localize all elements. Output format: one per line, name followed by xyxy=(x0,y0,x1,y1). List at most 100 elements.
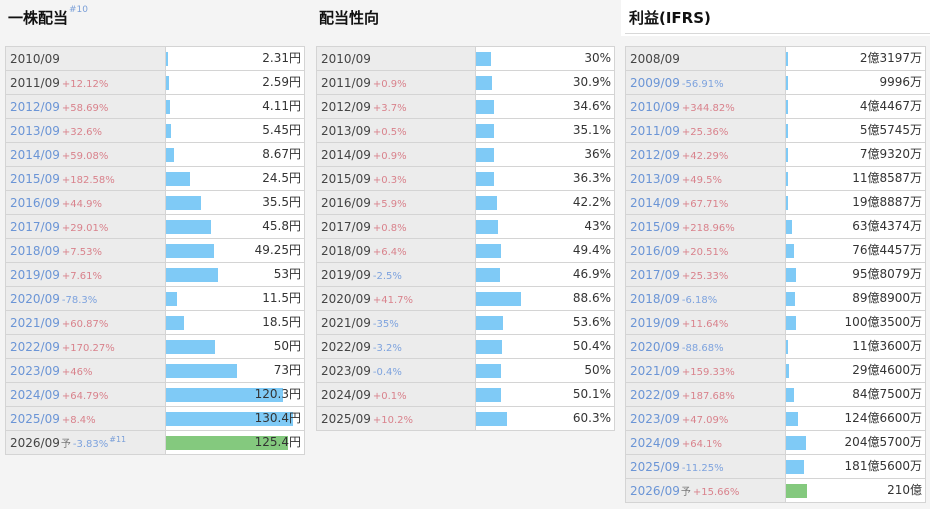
fiscal-year-label[interactable]: 2018/09 xyxy=(10,243,60,258)
fiscal-year-label[interactable]: 2021/09 xyxy=(630,363,680,378)
fiscal-year-label[interactable]: 2025/09 xyxy=(630,459,680,474)
period-cell: 2024/09 +0.1% xyxy=(316,382,476,407)
value-text: 4億4467万 xyxy=(859,99,922,113)
fiscal-year-label: 2020/09 xyxy=(321,291,371,306)
table-row: 2026/09予 +15.66% 210億 xyxy=(625,478,926,503)
period-cell: 2026/09予 -3.83%#11 xyxy=(5,430,166,455)
value-text: 45.8円 xyxy=(262,219,301,233)
fiscal-year-label[interactable]: 2022/09 xyxy=(630,387,680,402)
period-cell: 2016/09 +44.9% xyxy=(5,190,166,215)
fiscal-year-label[interactable]: 2021/09 xyxy=(10,315,60,330)
fiscal-year-label[interactable]: 2019/09 xyxy=(10,267,60,282)
fiscal-year-label[interactable]: 2014/09 xyxy=(10,147,60,162)
value-cell: 35.1% xyxy=(475,118,615,143)
fiscal-year-label[interactable]: 2012/09 xyxy=(630,147,680,162)
fiscal-year-label[interactable]: 2014/09 xyxy=(630,195,680,210)
period-cell: 2019/09 +7.61% xyxy=(5,262,166,287)
value-text: 73円 xyxy=(273,363,301,377)
value-bar xyxy=(476,244,501,258)
value-cell: 34.6% xyxy=(475,94,615,119)
fiscal-year-label[interactable]: 2017/09 xyxy=(630,267,680,282)
fiscal-year-label[interactable]: 2019/09 xyxy=(630,315,680,330)
change-rate: +3.7% xyxy=(372,102,407,114)
change-rate: +41.7% xyxy=(372,294,414,306)
value-text: 36% xyxy=(584,147,611,161)
change-rate: +67.71% xyxy=(681,198,729,210)
fiscal-year-label: 2025/09 xyxy=(321,411,371,426)
value-cell: 60.3% xyxy=(475,406,615,431)
fiscal-year-label[interactable]: 2020/09 xyxy=(10,291,60,306)
fiscal-year-label[interactable]: 2025/09 xyxy=(10,411,60,426)
fiscal-year-label: 2026/09 xyxy=(10,436,60,450)
fiscal-year-label[interactable]: 2016/09 xyxy=(630,243,680,258)
value-bar xyxy=(166,100,170,114)
value-cell: 50円 xyxy=(165,334,305,359)
fiscal-year-label[interactable]: 2022/09 xyxy=(10,339,60,354)
table-row: 2009/09 -56.91% 9996万 xyxy=(625,70,926,95)
fiscal-year-label[interactable]: 2013/09 xyxy=(10,123,60,138)
change-rate: +12.12% xyxy=(61,78,109,90)
change-rate: +64.79% xyxy=(61,390,109,402)
fiscal-year-label[interactable]: 2015/09 xyxy=(10,171,60,186)
fiscal-year-label[interactable]: 2026/09 xyxy=(630,484,680,498)
value-cell: 2億3197万 xyxy=(785,46,926,71)
forecast-marker: 予 xyxy=(680,487,691,498)
fiscal-year-label[interactable]: 2015/09 xyxy=(630,219,680,234)
value-bar xyxy=(166,412,293,426)
period-cell: 2013/09 +49.5% xyxy=(625,166,786,191)
fiscal-year-label[interactable]: 2024/09 xyxy=(630,435,680,450)
period-cell: 2018/09 +6.4% xyxy=(316,238,476,263)
fiscal-year-label[interactable]: 2016/09 xyxy=(10,195,60,210)
period-cell: 2024/09 +64.1% xyxy=(625,430,786,455)
period-cell: 2012/09 +3.7% xyxy=(316,94,476,119)
forecast-marker: 予 xyxy=(60,439,71,450)
change-rate: +25.36% xyxy=(681,126,729,138)
value-cell: 76億4457万 xyxy=(785,238,926,263)
fiscal-year-label[interactable]: 2024/09 xyxy=(10,387,60,402)
fiscal-year-label[interactable]: 2023/09 xyxy=(630,411,680,426)
fiscal-year-label[interactable]: 2009/09 xyxy=(630,75,680,90)
value-bar xyxy=(166,52,168,66)
footnote-link[interactable]: #11 xyxy=(109,435,127,444)
table-row: 2015/09 +218.96% 63億4374万 xyxy=(625,214,926,239)
panel-title-text: 配当性向 xyxy=(319,9,380,27)
value-text: 43% xyxy=(584,219,611,233)
panel-title-footnote[interactable]: #10 xyxy=(69,5,89,15)
fiscal-year-label[interactable]: 2017/09 xyxy=(10,219,60,234)
fiscal-year-label[interactable]: 2018/09 xyxy=(630,291,680,306)
fiscal-year-label: 2010/09 xyxy=(321,51,371,66)
fiscal-year-label: 2022/09 xyxy=(321,339,371,354)
value-text: 29億4600万 xyxy=(852,363,922,377)
fiscal-year-label[interactable]: 2020/09 xyxy=(630,339,680,354)
fiscal-year-label: 2021/09 xyxy=(321,315,371,330)
fiscal-year-label[interactable]: 2010/09 xyxy=(630,99,680,114)
change-rate: -2.5% xyxy=(372,270,402,282)
period-cell: 2019/09 +11.64% xyxy=(625,310,786,335)
value-text: 53円 xyxy=(273,267,301,281)
fiscal-year-label[interactable]: 2012/09 xyxy=(10,99,60,114)
value-bar xyxy=(166,316,184,330)
value-text: 2億3197万 xyxy=(859,51,922,65)
panel-title: 配当性向 xyxy=(311,0,617,36)
table-row: 2015/09 +182.58% 24.5円 xyxy=(5,166,305,191)
period-cell: 2015/09 +218.96% xyxy=(625,214,786,239)
change-rate: -0.4% xyxy=(372,366,402,378)
fiscal-year-label[interactable]: 2013/09 xyxy=(630,171,680,186)
fiscal-year-label[interactable]: 2023/09 xyxy=(10,363,60,378)
value-text: 210億 xyxy=(887,483,922,497)
table-row: 2013/09 +0.5% 35.1% xyxy=(316,118,615,143)
table-row: 2014/09 +67.71% 19億8887万 xyxy=(625,190,926,215)
table-row: 2011/09 +25.36% 5億5745万 xyxy=(625,118,926,143)
period-cell: 2014/09 +67.71% xyxy=(625,190,786,215)
fiscal-year-label[interactable]: 2011/09 xyxy=(630,123,680,138)
value-bar xyxy=(476,316,503,330)
value-bar xyxy=(476,124,494,138)
value-bar xyxy=(476,340,502,354)
payout-ratio-panel: 配当性向 2010/09 30% 2011/09 +0.9% 30.9% 2012/09 +… xyxy=(311,0,617,431)
value-text: 18.5円 xyxy=(262,315,301,329)
table-row: 2020/09 -78.3% 11.5円 xyxy=(5,286,305,311)
value-bar xyxy=(476,52,491,66)
table-row: 2026/09予 -3.83%#11 125.4円 xyxy=(5,430,305,455)
value-bar xyxy=(786,388,794,402)
value-cell: 181億5600万 xyxy=(785,454,926,479)
